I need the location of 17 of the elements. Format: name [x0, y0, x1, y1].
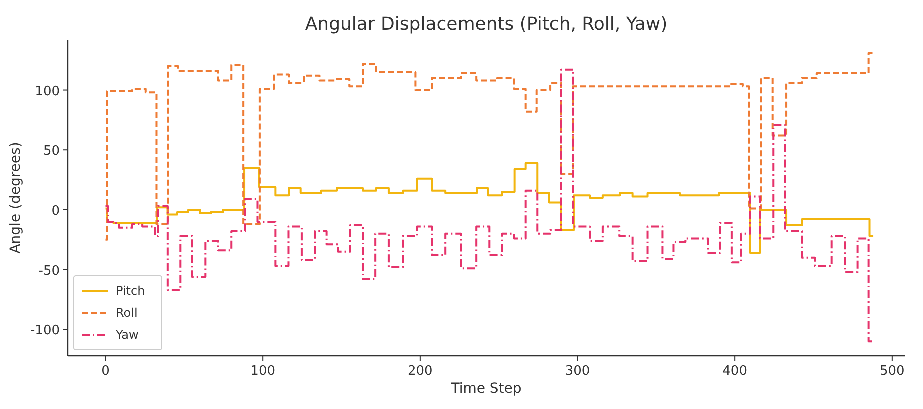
x-tick-label: 200: [408, 364, 433, 379]
y-tick-label: 0: [52, 204, 60, 219]
x-tick-label: 0: [102, 364, 110, 379]
y-tick-label: -50: [38, 264, 60, 279]
legend-label: Yaw: [115, 328, 140, 342]
chart-title: Angular Displacements (Pitch, Roll, Yaw): [305, 14, 668, 35]
legend-label: Pitch: [116, 284, 146, 298]
x-tick-label: 500: [880, 364, 905, 379]
y-tick-label: 50: [43, 144, 60, 160]
y-tick-label: -100: [30, 324, 60, 339]
x-tick-label: 400: [722, 364, 748, 379]
y-tick-label: 100: [35, 84, 60, 100]
x-axis-title: Time Step: [450, 381, 522, 397]
x-tick-label: 300: [565, 364, 590, 379]
x-tick-label: 100: [250, 364, 276, 379]
y-axis-title: Angle (degrees): [8, 142, 24, 254]
legend-label: Roll: [116, 306, 138, 320]
